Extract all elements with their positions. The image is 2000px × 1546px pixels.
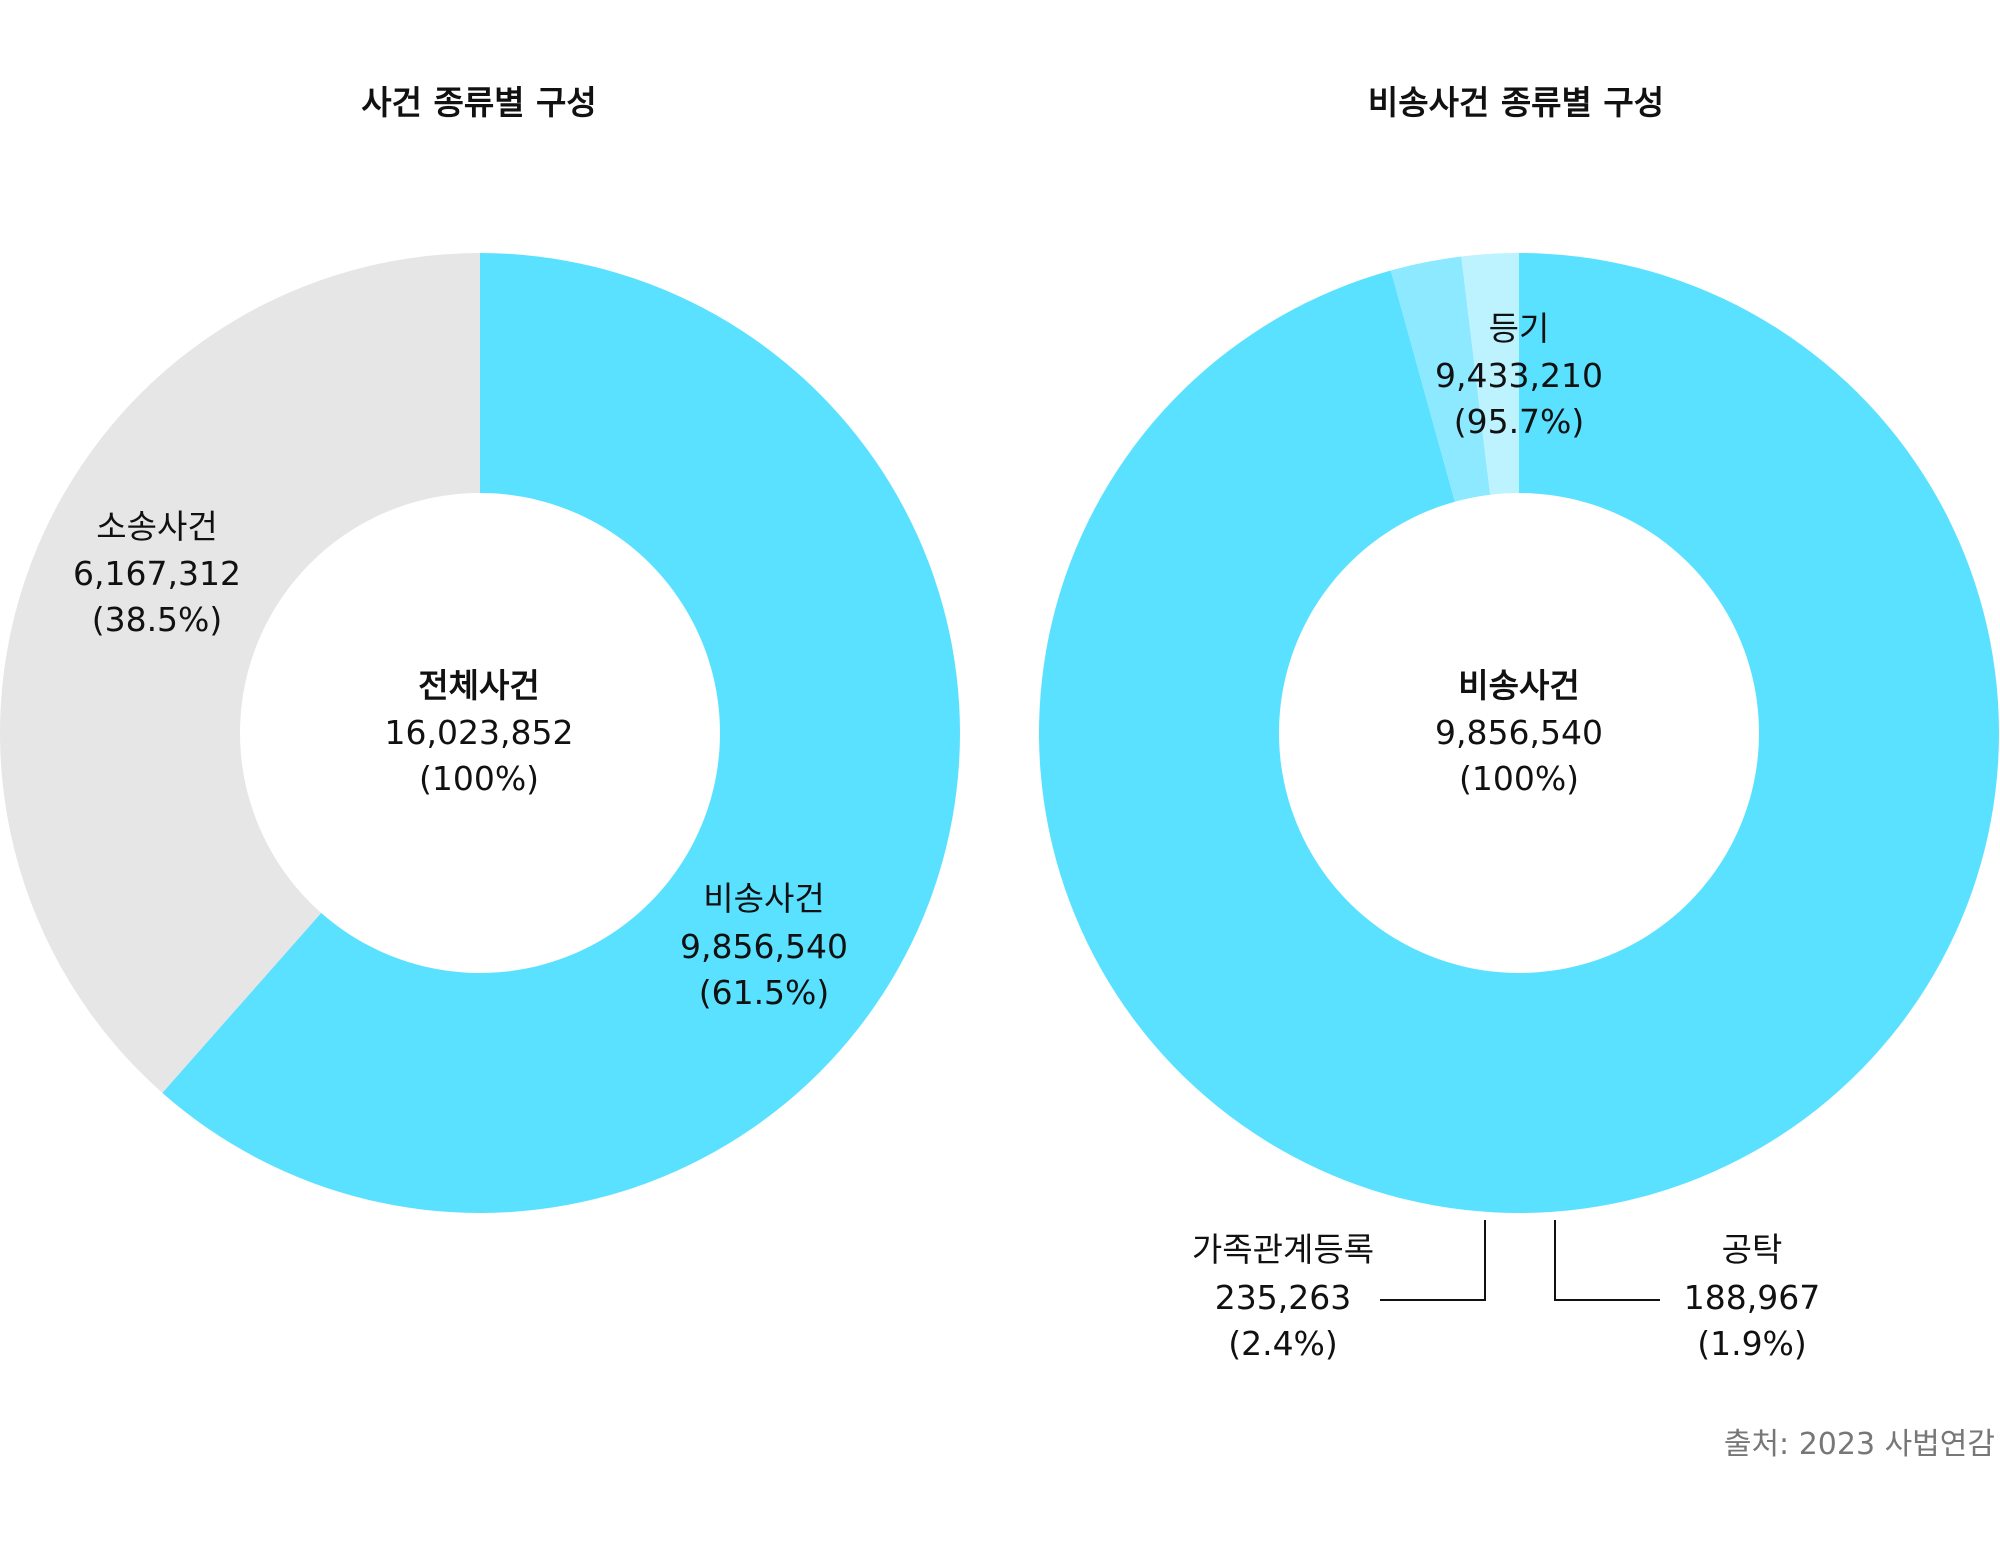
chart2-slice-value-registry: 9,433,210 <box>1435 356 1603 395</box>
chart1-slice-value-nonlitigation: 9,856,540 <box>680 927 848 966</box>
chart2-center-label: 비송사건 <box>1458 666 1579 705</box>
chart2-center-value: 9,856,540 <box>1435 713 1603 752</box>
chart2-leader-line-family <box>1380 1220 1486 1301</box>
chart2-donut <box>1039 253 1999 1214</box>
chart2-slice-3 <box>1461 253 1519 495</box>
chart2-leader-line-deposit <box>1554 1220 1660 1301</box>
chart1-title: 사건 종류별 구성 <box>361 83 597 122</box>
chart2-slice-percent-deposit: (1.9%) <box>1697 1324 1807 1363</box>
chart1-center-label: 전체사건 <box>418 666 539 705</box>
chart2-slice-label-deposit: 공탁 <box>1722 1230 1783 1269</box>
chart2-center-percent: (100%) <box>1459 759 1579 798</box>
chart1-slice-label-nonlitigation: 비송사건 <box>703 879 824 918</box>
chart1-center-value: 16,023,852 <box>385 713 574 752</box>
chart2-slice-percent-family: (2.4%) <box>1228 1324 1338 1363</box>
chart1-slice-value-litigation: 6,167,312 <box>73 554 241 593</box>
chart2-slice-label-registry: 등기 <box>1489 309 1550 348</box>
chart1-slice-label-litigation: 소송사건 <box>96 507 217 546</box>
chart1-slice-percent-litigation: (38.5%) <box>92 600 223 639</box>
chart2-slice-label-family: 가족관계등록 <box>1192 1230 1374 1269</box>
chart1-center-percent: (100%) <box>419 759 539 798</box>
chart1-donut <box>0 253 960 1213</box>
chart2-title: 비송사건 종류별 구성 <box>1368 83 1664 122</box>
chart1-slice-percent-nonlitigation: (61.5%) <box>699 973 830 1012</box>
chart2-slice-percent-registry: (95.7%) <box>1454 402 1585 441</box>
chart2-slice-2 <box>1390 256 1491 502</box>
source-note: 출처: 2023 사법연감 <box>1724 1427 1995 1462</box>
chart1-slice-1 <box>162 253 960 1213</box>
chart2-slice-value-deposit: 188,967 <box>1684 1278 1820 1317</box>
chart2-slice-1 <box>1039 253 1999 1214</box>
chart1-slice-2 <box>0 253 480 1093</box>
chart2-slice-value-family: 235,263 <box>1215 1278 1351 1317</box>
